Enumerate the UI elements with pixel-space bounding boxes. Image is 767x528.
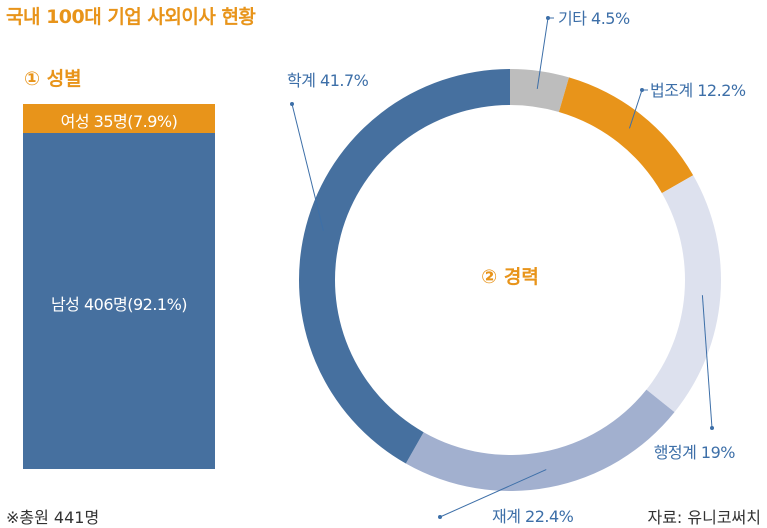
bar-segment-female xyxy=(23,104,215,133)
leader-dot-2 xyxy=(710,426,714,430)
donut-label-4: 학계 41.7% xyxy=(287,71,369,90)
donut-label-1: 법조계 12.2% xyxy=(650,81,746,100)
donut-label-2: 행정계 19% xyxy=(654,443,736,462)
donut-label-3: 재계 22.4% xyxy=(492,507,574,526)
leader-dot-1 xyxy=(640,88,644,92)
donut-slice-4 xyxy=(298,69,510,464)
gender-section-title: ① 성별 xyxy=(24,68,82,90)
footnote: ※총원 441명 xyxy=(6,508,100,527)
source-credit: 자료: 유니코써치 xyxy=(647,508,761,527)
donut-slice-1 xyxy=(558,77,694,194)
bar-label-female: 여성 35명(7.9%) xyxy=(60,112,178,132)
leader-line-3 xyxy=(439,469,547,518)
gender-stacked-bar: 여성 35명(7.9%) 남성 406명(92.1%) xyxy=(23,104,215,469)
page-title: 국내 100대 기업 사외이사 현황 xyxy=(6,6,256,28)
donut-slice-3 xyxy=(405,389,675,491)
donut-slice-2 xyxy=(646,175,721,413)
donut-slice-0 xyxy=(510,69,569,112)
leader-line-4 xyxy=(291,103,324,231)
leader-dot-0 xyxy=(546,16,550,20)
bar-label-male: 남성 406명(92.1%) xyxy=(50,294,188,314)
leader-line-2 xyxy=(701,295,713,429)
donut-label-0: 기타 4.5% xyxy=(558,9,630,28)
bar-segment-male xyxy=(23,132,215,469)
leader-dot-3 xyxy=(438,515,442,519)
leader-dot-4 xyxy=(290,102,294,106)
career-section-title: ② 경력 xyxy=(481,266,539,288)
